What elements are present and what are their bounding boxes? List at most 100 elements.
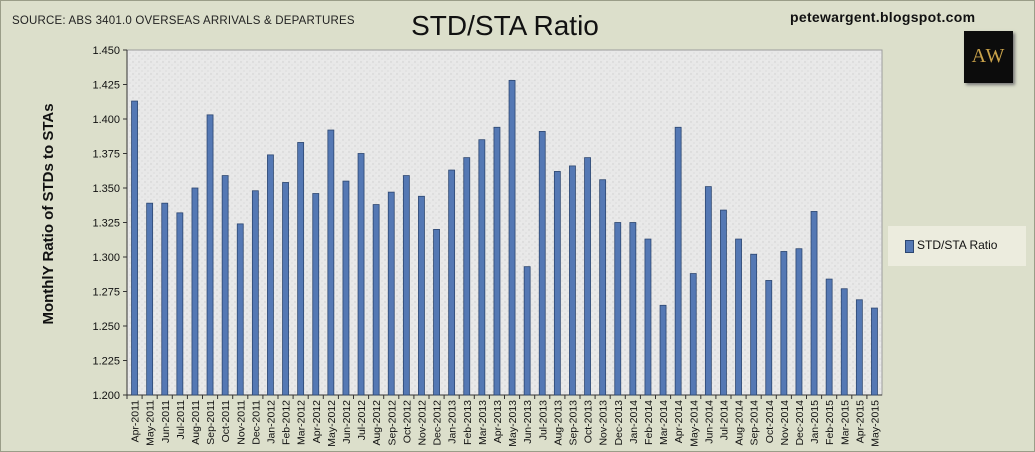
x-tick-label: Jul-2011 — [175, 400, 187, 440]
bar-apr-2014 — [674, 126, 682, 396]
bar-may-2012 — [327, 129, 335, 396]
bar-feb-2012 — [282, 182, 289, 396]
bar-apr-2015 — [855, 299, 863, 396]
bar-jun-2014 — [704, 186, 712, 396]
x-tick-label: Jul-2013 — [537, 400, 549, 440]
bar-dec-2013 — [614, 222, 622, 396]
bar-jul-2011 — [176, 212, 184, 396]
x-tick-label: Jul-2012 — [356, 400, 368, 440]
y-tick-label: 1.400 — [92, 114, 120, 126]
x-tick-label: Mar-2012 — [296, 400, 308, 445]
x-tick-label: Oct-2011 — [220, 400, 232, 443]
x-tick-label: Dec-2012 — [432, 400, 444, 446]
y-tick-label: 1.325 — [92, 218, 120, 230]
bar-jan-2012 — [267, 154, 274, 396]
x-tick-label: Jun-2011 — [160, 400, 172, 443]
x-tick-label: Feb-2013 — [462, 400, 474, 445]
x-tick-label: Sep-2014 — [749, 400, 761, 446]
bar-sep-2014 — [750, 253, 758, 396]
x-tick-label: Nov-2014 — [779, 400, 791, 446]
x-tick-label: Feb-2015 — [824, 400, 836, 445]
y-tick-label: 1.275 — [92, 287, 120, 299]
x-tick-label: Feb-2014 — [643, 400, 655, 445]
bar-nov-2012 — [418, 195, 425, 396]
x-tick-label: May-2013 — [507, 400, 519, 447]
x-tick-label: Jan-2012 — [265, 400, 277, 444]
bar-oct-2011 — [221, 175, 229, 396]
bar-feb-2014 — [644, 238, 652, 396]
x-tick-label: Nov-2013 — [598, 400, 610, 446]
legend-swatch — [905, 240, 914, 253]
x-tick-label: Nov-2011 — [235, 400, 247, 445]
x-tick-label: Dec-2014 — [794, 400, 806, 446]
bar-jul-2013 — [538, 131, 546, 396]
x-tick-label: Jun-2012 — [341, 400, 353, 444]
y-tick-label: 1.200 — [92, 390, 120, 402]
x-tick-label: Apr-2013 — [492, 400, 504, 443]
bar-jan-2015 — [810, 211, 818, 396]
bar-sep-2011 — [206, 114, 214, 396]
y-tick-label: 1.250 — [92, 321, 120, 333]
x-tick-label: Dec-2013 — [613, 400, 625, 446]
bar-nov-2013 — [599, 179, 607, 396]
bar-apr-2012 — [312, 193, 320, 396]
bar-mar-2015 — [840, 288, 848, 396]
bar-jul-2014 — [720, 209, 727, 396]
bar-sep-2012 — [387, 191, 395, 396]
bar-nov-2014 — [780, 251, 788, 396]
bar-jan-2013 — [448, 169, 456, 396]
x-tick-label: May-2015 — [869, 400, 881, 447]
bar-apr-2011 — [131, 100, 138, 396]
x-tick-label: Mar-2015 — [839, 400, 851, 445]
x-tick-label: Jun-2014 — [703, 400, 715, 444]
source-note: SOURCE: ABS 3401.0 OVERSEAS ARRIVALS & D… — [12, 15, 355, 27]
bar-oct-2012 — [402, 175, 410, 396]
logo-text: AW — [971, 45, 1006, 67]
x-tick-label: Sep-2011 — [205, 400, 217, 445]
bar-jul-2012 — [357, 153, 365, 396]
x-tick-label: Jan-2013 — [447, 400, 459, 444]
legend: STD/STA Ratio — [888, 226, 1026, 266]
x-tick-label: Aug-2011 — [190, 400, 202, 445]
bar-mar-2012 — [297, 142, 305, 396]
bar-feb-2015 — [825, 278, 833, 396]
legend-label: STD/STA Ratio — [917, 238, 998, 252]
x-tick-label: Feb-2012 — [281, 400, 293, 445]
x-tick-label: May-2011 — [145, 400, 157, 446]
x-tick-label: Sep-2013 — [567, 400, 579, 446]
y-tick-label: 1.300 — [92, 252, 120, 264]
x-tick-label: Nov-2012 — [416, 400, 428, 446]
bar-aug-2012 — [372, 204, 380, 396]
x-tick-label: Jul-2014 — [718, 400, 730, 440]
bar-sep-2013 — [569, 165, 576, 396]
bar-nov-2011 — [236, 223, 244, 396]
bar-feb-2013 — [463, 157, 471, 396]
x-tick-label: Apr-2011 — [130, 400, 142, 443]
chart-title: STD/STA Ratio — [411, 10, 599, 41]
x-tick-label: Apr-2012 — [311, 400, 323, 443]
bar-may-2014 — [689, 273, 697, 396]
bar-aug-2014 — [735, 238, 742, 396]
x-tick-label: Aug-2014 — [734, 400, 746, 446]
bar-jun-2011 — [161, 202, 169, 396]
bar-may-2015 — [871, 307, 878, 396]
bar-oct-2013 — [584, 157, 591, 396]
y-tick-label: 1.450 — [92, 45, 120, 57]
y-axis-label: MonthlY Ratio of STDs to STAs — [40, 103, 57, 324]
aw-logo: AW — [964, 31, 1013, 83]
x-tick-label: May-2014 — [688, 400, 700, 447]
bar-dec-2012 — [433, 228, 440, 396]
x-tick-label: Jan-2014 — [628, 400, 640, 444]
x-tick-label: Apr-2015 — [854, 400, 866, 443]
site-credit: petewargent.blogspot.com — [790, 9, 976, 25]
y-tick-label: 1.350 — [92, 183, 120, 195]
x-tick-label: Mar-2013 — [477, 400, 489, 445]
bar-apr-2013 — [493, 126, 501, 396]
x-tick-label: Dec-2011 — [250, 400, 262, 445]
bar-may-2011 — [146, 202, 154, 396]
x-tick-label: Oct-2012 — [401, 400, 413, 443]
x-tick-label: Sep-2012 — [386, 400, 398, 446]
x-tick-label: Oct-2013 — [583, 400, 595, 443]
y-tick-label: 1.225 — [92, 356, 120, 368]
